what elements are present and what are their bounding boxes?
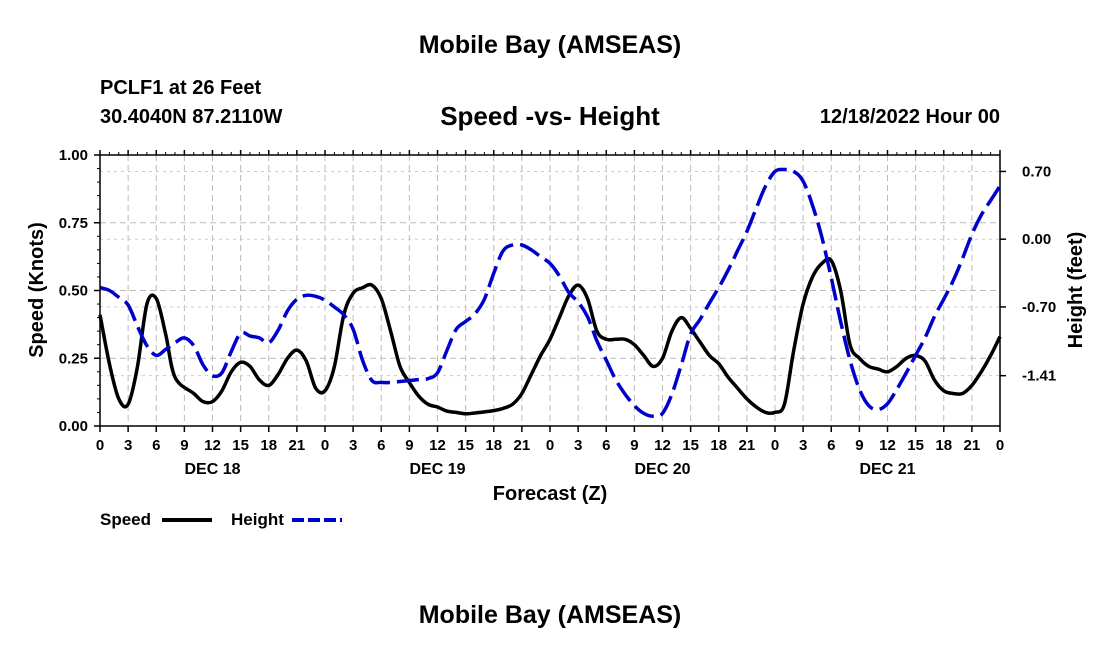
grid	[100, 155, 1000, 426]
y-right-tick-label: 0.00	[1022, 231, 1051, 248]
x-tick-label: 0	[546, 437, 554, 454]
station-label: PCLF1 at 26 Feet	[100, 77, 262, 99]
x-tick-label: 0	[996, 437, 1004, 454]
x-tick-label: 15	[457, 437, 474, 454]
timestamp-label: 12/18/2022 Hour 00	[819, 106, 1000, 128]
x-tick-label: 21	[514, 437, 531, 454]
legend-label-speed: Speed	[100, 510, 151, 529]
x-tick-label: 6	[602, 437, 610, 454]
chart-subtitle: Speed -vs- Height	[440, 101, 660, 131]
x-tick-label: 15	[232, 437, 249, 454]
y-right-tick-label: -0.70	[1022, 299, 1056, 316]
day-label: DEC 18	[184, 461, 240, 478]
y-right-tick-label: 0.70	[1022, 163, 1051, 180]
x-tick-label: 15	[682, 437, 699, 454]
x-tick-label: 3	[799, 437, 807, 454]
day-label: DEC 20	[634, 461, 690, 478]
x-tick-label: 9	[855, 437, 863, 454]
chart-title: Mobile Bay (AMSEAS)	[418, 31, 682, 59]
x-tick-label: 12	[879, 437, 896, 454]
series-layer	[98, 167, 1002, 419]
x-axis-label: Forecast (Z)	[493, 483, 607, 505]
y-left-tick-label: 0.50	[59, 283, 88, 300]
coords-label: 30.4040N 87.2110W	[100, 106, 283, 128]
y-axis-right-label: Height (feet)	[1065, 232, 1087, 349]
day-label: DEC 21	[859, 461, 915, 478]
footer-title: Mobile Bay (AMSEAS)	[418, 601, 682, 629]
x-tick-label: 3	[574, 437, 582, 454]
ticks	[94, 150, 1006, 432]
x-tick-label: 9	[405, 437, 413, 454]
y-left-tick-label: 0.00	[59, 418, 88, 435]
y-right-tick-label: -1.41	[1022, 368, 1056, 385]
x-tick-label: 21	[739, 437, 756, 454]
x-tick-label: 6	[827, 437, 835, 454]
x-tick-label: 18	[710, 437, 727, 454]
x-tick-label: 6	[377, 437, 385, 454]
x-tick-label: 9	[630, 437, 638, 454]
x-tick-label: 12	[654, 437, 671, 454]
y-left-tick-label: 0.75	[59, 215, 88, 232]
tick-labels: 0 3 6 9 12 15 18 21 0 3 6 9 12 15 18 21 0 3 6 9 12 15 18 21 0 3 6 9…	[59, 147, 1056, 478]
day-label: DEC 19	[409, 461, 465, 478]
series-line-speed	[98, 257, 1002, 416]
x-tick-label: 0	[321, 437, 329, 454]
legend-label-height: Height	[231, 510, 284, 529]
x-tick-label: 21	[289, 437, 306, 454]
x-tick-label: 3	[349, 437, 357, 454]
x-tick-label: 12	[429, 437, 446, 454]
y-axis-left-label: Speed (Knots)	[26, 222, 48, 358]
x-tick-label: 0	[96, 437, 104, 454]
x-tick-label: 3	[124, 437, 132, 454]
x-tick-label: 21	[964, 437, 981, 454]
x-tick-label: 6	[152, 437, 160, 454]
y-left-tick-label: 1.00	[59, 147, 88, 164]
x-tick-label: 12	[204, 437, 221, 454]
x-tick-label: 9	[180, 437, 188, 454]
x-tick-label: 18	[260, 437, 277, 454]
x-tick-label: 18	[485, 437, 502, 454]
x-tick-label: 15	[907, 437, 924, 454]
y-left-tick-label: 0.25	[59, 350, 88, 367]
x-tick-label: 0	[771, 437, 779, 454]
x-tick-label: 18	[935, 437, 952, 454]
legend: Speed Height	[100, 510, 342, 529]
series-line-height	[99, 167, 1002, 419]
